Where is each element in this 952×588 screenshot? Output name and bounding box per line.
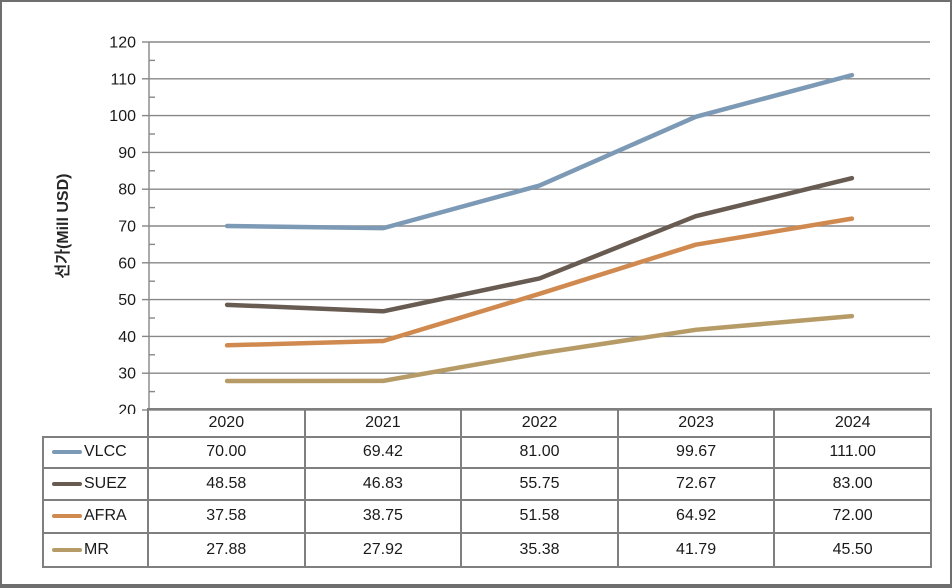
table-cell-vlcc-2023: 99.67	[619, 438, 776, 467]
table-cell-mr-2020: 27.88	[149, 533, 306, 566]
table-cell-mr-2022: 35.38	[462, 533, 619, 566]
y-tick-label: 110	[110, 71, 136, 88]
legend-cell-vlcc: VLCC	[44, 438, 149, 467]
legend-cell-suez: SUEZ	[44, 468, 149, 499]
legend-line-icon-suez	[52, 481, 82, 486]
table-cell-afra-2020: 37.58	[149, 501, 306, 532]
legend-line-icon-vlcc	[52, 450, 82, 455]
series-label: SUEZ	[84, 474, 127, 492]
series-label: AFRA	[84, 507, 127, 525]
x-axis-label-2020: 2020	[149, 410, 306, 436]
series-line-vlcc	[224, 72, 855, 231]
table-cell-suez-2021: 46.83	[306, 468, 463, 499]
x-axis-label-2021: 2021	[306, 410, 463, 436]
legend-line-icon-afra	[52, 514, 82, 519]
table-cell-suez-2024: 83.00	[832, 474, 873, 492]
table-cell-vlcc-2020: 70.00	[149, 438, 306, 467]
table-cell-afra-2022: 51.58	[462, 501, 619, 532]
data-table: VLCC 70.00 69.42 81.00 99.67 111.00 SUEZ 48.58 4…	[42, 436, 932, 568]
line-chart: 120 110 100 90 80 70 60 50 40 30 20 선가(Mill USD)	[54, 35, 930, 415]
series-label: VLCC	[84, 443, 127, 461]
table-row-afra: AFRA 37.58 38.75 51.58 64.92 72.00	[44, 501, 930, 534]
y-tick-label: 80	[118, 182, 136, 199]
y-tick-label: 40	[118, 329, 136, 346]
x-axis-label-2022: 2022	[462, 410, 619, 436]
legend-line-icon-mr	[52, 547, 82, 552]
table-cell-suez-2022: 55.75	[462, 468, 619, 499]
table-header-row: 2020 2021 2022 2023 2024	[147, 408, 932, 438]
table-cell-vlcc-2022: 81.00	[462, 438, 619, 467]
y-tick-label: 50	[118, 292, 136, 309]
table-cell-mr-2021: 27.92	[306, 533, 463, 566]
y-axis-title: 선가(Mill USD)	[54, 174, 72, 279]
table-row-suez: SUEZ 48.58 46.83 55.75 72.67 83.00	[44, 468, 930, 501]
y-tick-label: 20	[118, 403, 136, 415]
table-cell-vlcc-2024: 111.00	[829, 443, 876, 461]
y-tick-label: 120	[109, 35, 136, 52]
table-cell-mr-2023: 41.79	[619, 533, 776, 566]
legend-cell-mr: MR	[44, 533, 149, 566]
legend-cell-afra: AFRA	[44, 501, 149, 532]
table-cell-afra-2021: 38.75	[306, 501, 463, 532]
x-axis-label-2024: 2024	[834, 414, 871, 431]
table-cell-mr-2024: 45.50	[832, 540, 873, 558]
series-line-mr	[224, 313, 855, 384]
series-line-afra	[224, 216, 855, 348]
series-line-suez	[224, 175, 855, 314]
y-tick-label: 100	[109, 108, 136, 125]
x-axis-label-2023: 2023	[619, 410, 776, 436]
y-tick-label: 70	[118, 219, 136, 236]
table-cell-afra-2024: 72.00	[832, 507, 873, 525]
table-cell-suez-2020: 48.58	[149, 468, 306, 499]
table-row-mr: MR 27.88 27.92 35.38 41.79 45.50	[44, 533, 930, 566]
table-cell-vlcc-2021: 69.42	[306, 438, 463, 467]
table-cell-afra-2023: 64.92	[619, 501, 776, 532]
table-row-vlcc: VLCC 70.00 69.42 81.00 99.67 111.00	[44, 436, 930, 469]
table-cell-suez-2023: 72.67	[619, 468, 776, 499]
series-label: MR	[84, 540, 109, 558]
y-tick-label: 30	[118, 366, 136, 383]
y-tick-label: 90	[118, 145, 136, 162]
y-tick-label: 60	[118, 255, 136, 272]
